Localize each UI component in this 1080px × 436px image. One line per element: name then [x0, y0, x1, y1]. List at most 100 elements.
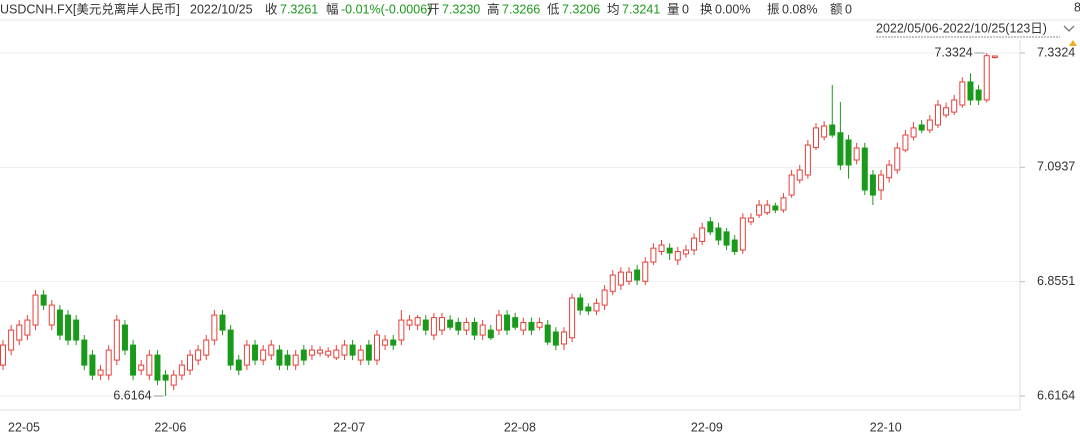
candle-body — [390, 339, 397, 346]
candle-body — [504, 314, 511, 331]
x-tick-label: 22-06 — [154, 420, 186, 434]
candle-body — [585, 306, 592, 312]
candle-body — [520, 321, 527, 331]
candle-body — [398, 319, 405, 341]
candle-body — [48, 304, 55, 326]
candle-body — [626, 271, 633, 282]
label: 开 — [427, 2, 440, 16]
candle-body — [829, 124, 836, 136]
candle-body — [544, 324, 551, 343]
label: 低 — [547, 2, 560, 16]
dropdown-icon[interactable] — [1063, 25, 1075, 32]
label: 换 — [700, 2, 713, 16]
candle-body — [349, 344, 356, 356]
candle-body — [983, 55, 990, 101]
candle-body — [731, 239, 738, 253]
candle-body — [300, 349, 307, 361]
value: 0.00% — [715, 2, 750, 16]
candle-body — [747, 217, 754, 223]
candle-body — [235, 359, 242, 371]
candle-body — [341, 344, 348, 356]
candle-body — [715, 227, 722, 241]
candle-body — [943, 107, 950, 116]
candle-body — [869, 174, 876, 196]
candle-body — [16, 324, 23, 341]
candle-body — [764, 204, 771, 214]
candle-body — [650, 247, 657, 263]
candle-body — [243, 344, 250, 366]
candle-body — [284, 354, 291, 366]
candle-body — [780, 197, 787, 211]
warning-icon[interactable] — [1069, 40, 1077, 46]
candle-body — [495, 314, 502, 331]
candle-body — [422, 319, 429, 331]
overflow: 8 — [1074, 0, 1080, 14]
candle-body — [382, 339, 389, 346]
candle-body — [260, 349, 267, 361]
candle-body — [658, 244, 665, 253]
candle-body — [674, 251, 681, 261]
candle-body — [463, 321, 470, 331]
candle-body — [138, 364, 145, 371]
y-tick-label: 7.3324 — [1037, 45, 1075, 59]
candle-body — [536, 321, 543, 328]
y-tick-label: 6.6164 — [1037, 388, 1075, 402]
candle-body — [918, 124, 925, 131]
candle-body — [821, 125, 828, 138]
candle-body — [40, 294, 47, 306]
candle-body — [926, 119, 933, 131]
date: 2022/10/25 — [190, 2, 253, 16]
candle-body — [666, 247, 673, 254]
candle-body — [634, 269, 641, 281]
x-tick-label: 22-08 — [504, 420, 536, 434]
label: 额 — [830, 2, 843, 16]
candle-body — [414, 317, 421, 326]
max-label: 7.3324 — [934, 45, 972, 59]
candle-body — [65, 314, 72, 341]
candle-body — [105, 349, 112, 376]
candle-body — [227, 329, 234, 366]
candle-body — [837, 132, 844, 166]
value: 7.3266 — [502, 2, 540, 16]
candle-body — [219, 314, 226, 331]
candle-body — [24, 319, 31, 336]
range-label[interactable]: 2022/05/06-2022/10/25(123日) — [876, 21, 1047, 35]
value: 7.3261 — [280, 2, 318, 16]
min-label: 6.6164 — [113, 388, 151, 402]
candle-body — [975, 89, 982, 101]
candle-body — [471, 321, 478, 336]
candle-body — [902, 134, 909, 151]
candle-body — [406, 319, 413, 326]
candle-body — [682, 249, 689, 255]
value: -0.01%(-0.0006) — [341, 2, 431, 16]
candle-body — [934, 104, 941, 126]
candle-body — [951, 99, 958, 113]
candle-body — [0, 344, 6, 366]
value: 0.08% — [782, 2, 817, 16]
label: 量 — [667, 2, 680, 16]
candle-body — [707, 221, 714, 233]
y-tick-label: 7.0937 — [1037, 160, 1075, 174]
candle-body — [552, 331, 559, 346]
candle-body — [8, 329, 15, 351]
candle-body — [203, 339, 210, 356]
candle-body — [252, 344, 259, 361]
candle-body — [317, 349, 324, 354]
value: 0 — [682, 2, 689, 16]
candle-body — [56, 309, 63, 336]
candle-body — [967, 81, 974, 101]
header: USDCNH.FX[美元兑离岸人民币] 2022/10/25 收 7.3261 … — [0, 0, 1080, 16]
candle-body — [739, 217, 746, 251]
candle-body — [894, 147, 901, 171]
candle-body — [804, 144, 811, 176]
value: 7.3241 — [622, 2, 660, 16]
candle-body — [146, 354, 153, 376]
candle-body — [512, 317, 519, 328]
candle-body — [170, 374, 177, 386]
candle-body — [276, 349, 283, 366]
y-tick-label: 6.8551 — [1037, 274, 1075, 288]
candle-body — [154, 354, 161, 381]
candle-body — [178, 364, 185, 376]
candle-body — [373, 334, 380, 361]
candle-body — [333, 349, 340, 359]
